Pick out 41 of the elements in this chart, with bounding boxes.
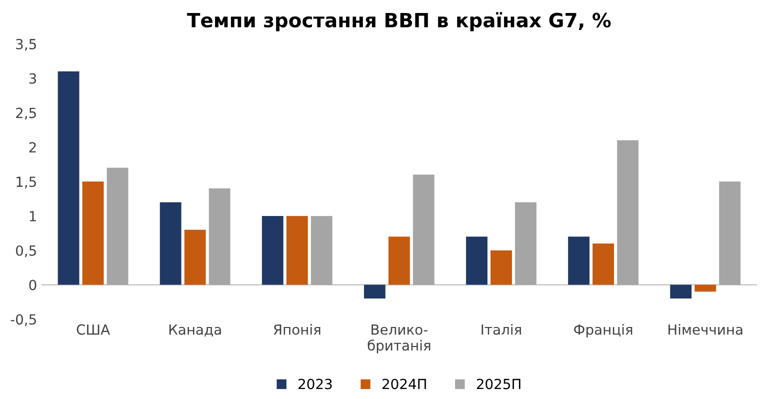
bar bbox=[82, 182, 104, 285]
y-tick-label: 3,5 bbox=[16, 38, 36, 51]
bar bbox=[58, 71, 80, 285]
y-tick-label: 2 bbox=[29, 142, 36, 152]
x-tick-label: Італія bbox=[482, 324, 521, 335]
bar bbox=[106, 168, 128, 285]
x-tick-label: Канада bbox=[169, 324, 221, 337]
bar bbox=[694, 284, 716, 292]
legend-label: 2024П bbox=[382, 378, 426, 390]
bar bbox=[670, 284, 692, 299]
bar bbox=[719, 182, 741, 285]
bar bbox=[208, 188, 230, 285]
x-tick-label: Велико- британія bbox=[368, 324, 430, 354]
bar bbox=[412, 174, 434, 285]
y-tick-label: 1,5 bbox=[16, 176, 36, 188]
bar bbox=[184, 230, 206, 285]
y-tick-label: -0,5 bbox=[10, 314, 36, 326]
bar bbox=[160, 202, 182, 285]
bar bbox=[490, 250, 512, 285]
legend-label: 2023 bbox=[298, 378, 332, 390]
bar bbox=[592, 243, 614, 285]
y-tick-label: 2,5 bbox=[16, 108, 36, 120]
x-tick-label: Франція bbox=[574, 324, 632, 338]
x-tick-label: Німеччина bbox=[668, 324, 742, 335]
y-tick-label: 0 bbox=[29, 280, 36, 290]
legend-label: 2025П bbox=[476, 378, 520, 390]
bar bbox=[286, 216, 308, 285]
y-tick-label: 1 bbox=[30, 211, 36, 222]
bar bbox=[364, 284, 386, 299]
y-tick-label: 3 bbox=[29, 73, 36, 84]
bar bbox=[310, 216, 332, 285]
bar bbox=[466, 236, 488, 285]
bar bbox=[262, 216, 284, 285]
chart-title: Темпи зростання ВВП в країнах G7, % bbox=[187, 12, 611, 32]
x-tick-label: США bbox=[76, 324, 110, 335]
bar bbox=[617, 140, 638, 285]
x-tick-label: Японія bbox=[274, 324, 320, 335]
bar bbox=[515, 202, 536, 285]
bar bbox=[388, 236, 410, 285]
y-tick-label: 0,5 bbox=[16, 245, 36, 258]
bar bbox=[568, 236, 590, 285]
